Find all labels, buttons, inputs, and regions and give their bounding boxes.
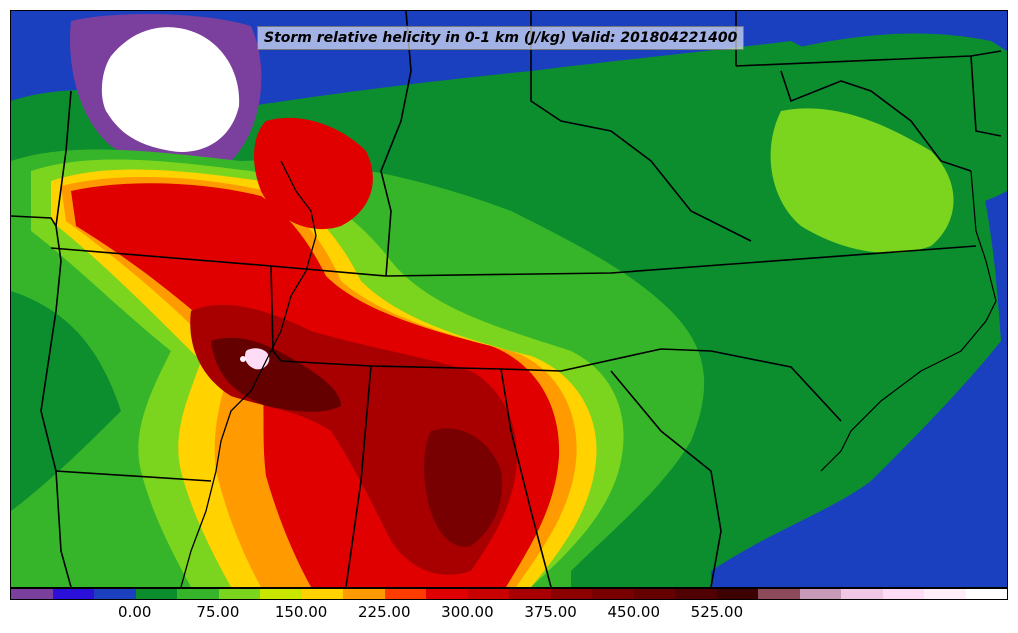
colorbar-segment [384, 589, 426, 599]
colorbar-segment [343, 589, 385, 599]
colorbar-segment [94, 589, 136, 599]
boundary-line [610, 370, 722, 587]
colorbar-segment [177, 589, 219, 599]
colorbar-segment [758, 589, 800, 599]
colorbar-tick-label: 0.00 [118, 603, 152, 621]
boundary-line [11, 215, 57, 227]
boundary-line [380, 11, 412, 277]
state-boundaries [11, 11, 1002, 587]
colorbar-segment [509, 589, 551, 599]
boundary-line [345, 365, 372, 587]
boundary-line [40, 225, 212, 482]
colorbar-tick-label: 525.00 [690, 603, 744, 621]
boundary-line [280, 348, 712, 372]
colorbar-tick-label: 300.00 [441, 603, 494, 621]
missing-data-patch [101, 27, 240, 152]
colorbar-segment [592, 589, 634, 599]
contour-red-north [254, 117, 373, 230]
boundary-line [270, 265, 282, 362]
colorbar [10, 588, 1008, 600]
contour-peak-spots [245, 348, 270, 370]
map-title: Storm relative helicity in 0-1 km (J/kg)… [257, 26, 745, 50]
colorbar-segment [467, 589, 509, 599]
colorbar-segment [301, 589, 343, 599]
colorbar-segment [675, 589, 717, 599]
coastline [820, 170, 997, 472]
colorbar-segment [799, 589, 841, 599]
boundary-line [55, 90, 72, 227]
colorbar-tick-label: 375.00 [524, 603, 577, 621]
boundary-line [970, 55, 1002, 137]
colorbar-segment [11, 589, 53, 599]
boundary-line [530, 11, 752, 242]
boundary-line [55, 470, 72, 587]
colorbar-segment [633, 589, 675, 599]
colorbar-segment [135, 589, 177, 599]
colorbar-segment [550, 589, 592, 599]
boundary-line [500, 368, 552, 587]
colorbar-segment [924, 589, 966, 599]
colorbar-tick-label: 450.00 [607, 603, 661, 621]
helicity-map [11, 11, 1007, 587]
colorbar-segment [52, 589, 94, 599]
colorbar-segment [218, 589, 260, 599]
colorbar-tick-label: 75.00 [196, 603, 240, 621]
contour-bright-green-east [770, 108, 954, 254]
boundary-line [780, 70, 972, 172]
river-line [180, 160, 317, 587]
colorbar-segment [841, 589, 883, 599]
colorbar-segment [426, 589, 468, 599]
boundary-line [710, 350, 842, 422]
colorbar-tick-label: 225.00 [358, 603, 411, 621]
peak-spot [240, 356, 246, 362]
contour-very-dark-south [424, 428, 502, 547]
colorbar-labels: 0.00 75.00 150.00 225.00 300.00 375.00 450.00 5… [10, 603, 1008, 625]
colorbar-segment [965, 589, 1007, 599]
colorbar-segment [882, 589, 924, 599]
colorbar-segment [260, 589, 302, 599]
map-panel: Storm relative helicity in 0-1 km (J/kg)… [10, 10, 1008, 588]
colorbar-tick-label: 150.00 [274, 603, 328, 621]
colorbar-segment [716, 589, 758, 599]
